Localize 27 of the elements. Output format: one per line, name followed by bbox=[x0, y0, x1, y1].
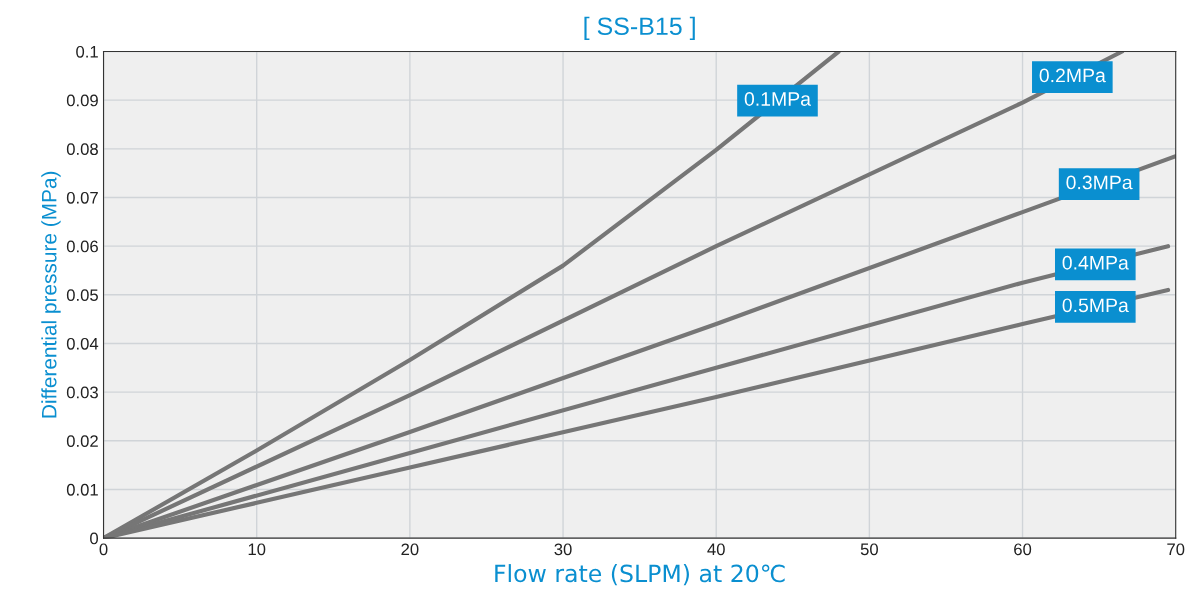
x-tick-label: 40 bbox=[707, 543, 725, 556]
y-tick-label: 0.02 bbox=[66, 435, 98, 448]
y-tick-label: 0.04 bbox=[66, 337, 99, 350]
y-tick-label: 0.08 bbox=[66, 143, 98, 156]
x-tick-label: 60 bbox=[1014, 543, 1032, 556]
x-tick-label: 20 bbox=[401, 543, 419, 556]
series-label: 0.2MPa bbox=[1039, 68, 1106, 83]
x-tick-label: 10 bbox=[248, 543, 266, 556]
y-tick-label: 0.09 bbox=[66, 94, 98, 107]
x-tick-label: 0 bbox=[99, 543, 108, 556]
x-axis-title: Flow rate (SLPM) at 20℃ bbox=[495, 564, 785, 586]
y-tick-label: 0.07 bbox=[66, 191, 98, 204]
y-tick-label: 0.05 bbox=[66, 289, 98, 302]
series-label: 0.3MPa bbox=[1066, 175, 1133, 190]
series-label: 0.1MPa bbox=[744, 92, 811, 106]
y-tick-label: 0.1 bbox=[76, 45, 98, 58]
x-tick-label: 50 bbox=[860, 543, 878, 556]
y-tick-label: 0.06 bbox=[66, 240, 98, 253]
series-label: 0.4MPa bbox=[1062, 255, 1129, 270]
chart-title: [ SS-B15 ] bbox=[584, 16, 695, 41]
y-tick-label: 0 bbox=[90, 532, 99, 545]
y-tick-label: 0.03 bbox=[66, 386, 98, 399]
y-axis-title: Differential pressure (MPa) bbox=[41, 171, 61, 418]
x-tick-label: 70 bbox=[1167, 543, 1185, 556]
x-tick-label: 30 bbox=[554, 543, 572, 556]
y-tick-label: 0.01 bbox=[66, 483, 98, 496]
series-label: 0.5MPa bbox=[1062, 298, 1129, 313]
